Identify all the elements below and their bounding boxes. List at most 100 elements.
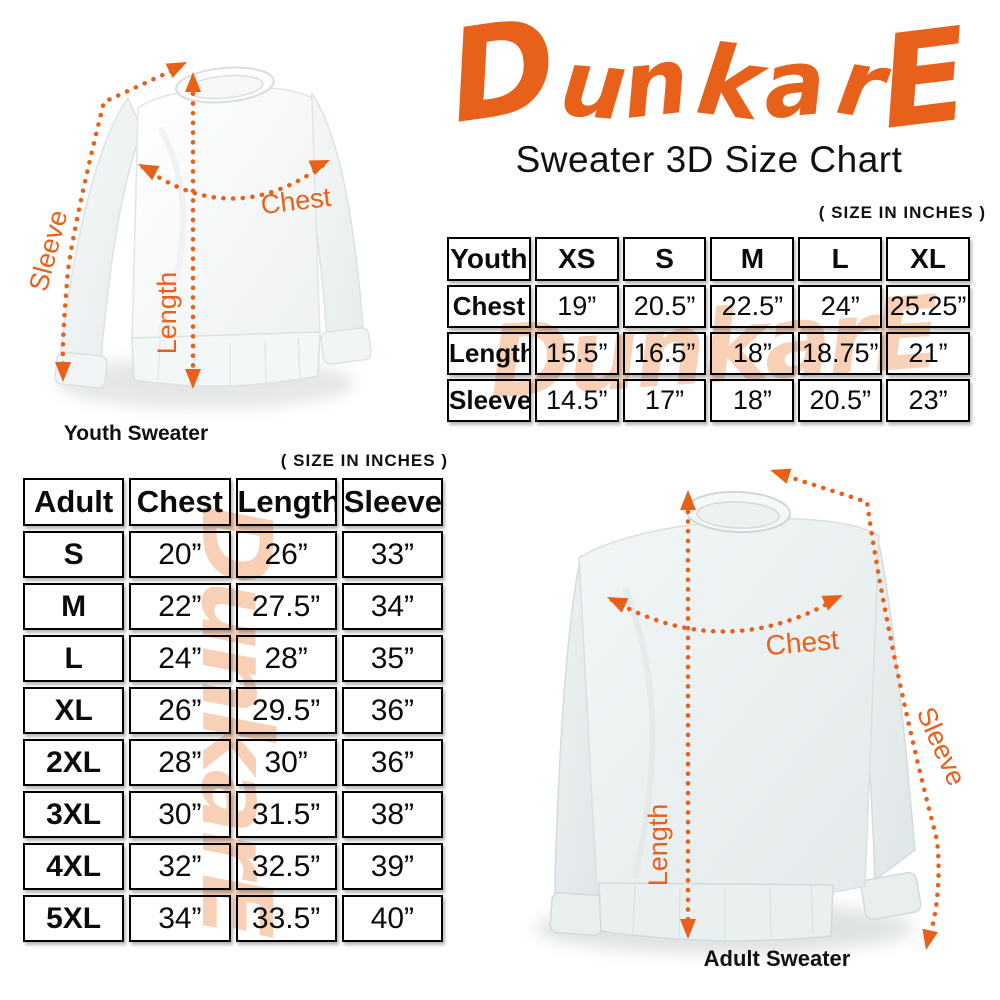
logo-letter: E xyxy=(872,2,977,159)
table-row: M 22” 27.5” 34” xyxy=(23,583,443,630)
table-cell: 32” xyxy=(129,843,231,890)
table-cell: 18” xyxy=(710,379,795,422)
table-cell: 18.75” xyxy=(798,332,883,375)
youth-arrowheads xyxy=(55,62,330,389)
adult-arrowheads xyxy=(607,468,938,950)
row-label-cell: 5XL xyxy=(23,895,125,942)
adult-chest-line xyxy=(609,595,841,634)
table-row: Sleeve 14.5” 17” 18” 20.5” 23” xyxy=(447,379,970,422)
youth-length-label: Length xyxy=(152,272,182,355)
table-cell: 36” xyxy=(341,687,443,734)
header-cell: S xyxy=(622,237,707,281)
table-cell: 26” xyxy=(235,531,337,578)
table-header-row: Adult Chest Length Sleeve xyxy=(23,478,443,526)
adult-chest-label: Chest xyxy=(764,624,840,661)
table-cell: 29.5” xyxy=(235,687,337,734)
row-label-cell: 3XL xyxy=(23,791,125,838)
header-cell: XL xyxy=(886,237,970,281)
logo-letter: u xyxy=(556,29,631,141)
header-cell: XS xyxy=(534,237,619,281)
arrowhead-icon xyxy=(185,369,201,389)
logo-letter: n xyxy=(617,27,693,140)
table-cell: 36” xyxy=(341,739,443,786)
header-cell: Adult xyxy=(23,478,125,526)
table-row: 4XL 32” 32.5” 39” xyxy=(23,843,443,890)
adult-left-cuff xyxy=(549,892,605,936)
youth-body-fold xyxy=(157,126,187,335)
header-cell: Sleeve xyxy=(341,478,443,526)
table-cell: 38” xyxy=(341,791,443,838)
table-cell: 23” xyxy=(886,379,970,422)
dunkare-logo: D u n k a r E xyxy=(440,2,977,159)
arrowhead-icon xyxy=(680,490,696,510)
arrowhead-icon xyxy=(821,595,843,611)
table-header-row: Youth XS S M L XL xyxy=(447,237,970,281)
adult-units-note: ( SIZE IN INCHES ) xyxy=(280,451,448,470)
row-label-cell: 2XL xyxy=(23,739,125,786)
table-cell: 24” xyxy=(129,635,231,682)
youth-waistband xyxy=(131,331,321,387)
table-cell: 22” xyxy=(129,583,231,630)
adult-body xyxy=(578,517,880,905)
table-cell: 26” xyxy=(129,687,231,734)
table-cell: 21” xyxy=(886,332,970,375)
youth-left-sleeve xyxy=(59,96,143,373)
adult-sleeve-label: Sleeve xyxy=(911,703,972,791)
table-cell: 17” xyxy=(622,379,707,422)
row-label-cell: M xyxy=(23,583,125,630)
table-cell: 25.25” xyxy=(886,285,970,328)
header-cell: Length xyxy=(235,478,337,526)
adult-sweater-illustration xyxy=(549,490,922,942)
row-label-cell: Sleeve xyxy=(447,379,531,422)
table-cell: 18” xyxy=(710,332,795,375)
adult-collar-inner xyxy=(696,501,780,529)
table-cell: 33.5” xyxy=(235,895,337,942)
row-label-cell: L xyxy=(23,635,125,682)
adult-measure-lines xyxy=(609,470,941,941)
arrowhead-icon xyxy=(680,919,696,939)
row-label-cell: Chest xyxy=(447,285,531,328)
table-cell: 32.5” xyxy=(235,843,337,890)
youth-sweater-diagram: Chest Length Sleeve xyxy=(23,62,372,409)
table-cell: 33” xyxy=(341,531,443,578)
adult-sleeve-line xyxy=(774,470,941,941)
table-cell: 15.5” xyxy=(534,332,619,375)
table-cell: 16.5” xyxy=(622,332,707,375)
arrowhead-icon xyxy=(165,62,187,78)
table-cell: 28” xyxy=(129,739,231,786)
table-row: 3XL 30” 31.5” 38” xyxy=(23,791,443,838)
table-cell: 30” xyxy=(235,739,337,786)
youth-units-note: ( SIZE IN INCHES ) xyxy=(818,203,986,222)
table-cell: 24” xyxy=(798,285,883,328)
adult-sweater-caption: Adult Sweater xyxy=(703,946,851,971)
adult-body-fold xyxy=(622,586,656,879)
youth-sweater-caption: Youth Sweater xyxy=(63,422,209,445)
table-cell: 30” xyxy=(129,791,231,838)
arrowhead-icon xyxy=(922,928,938,950)
adult-sweater-diagram: Chest Length Sleeve xyxy=(535,468,972,954)
youth-waistband-ribs xyxy=(157,336,301,385)
row-label-cell: S xyxy=(23,531,125,578)
table-cell: 20” xyxy=(129,531,231,578)
youth-size-table: Youth XS S M L XL Chest 19” 20.5” 22.5” … xyxy=(443,233,974,426)
youth-sleeve-label: Sleeve xyxy=(23,207,73,295)
table-cell: 22.5” xyxy=(710,285,795,328)
arrowhead-icon xyxy=(770,468,792,484)
arrowhead-icon xyxy=(138,164,160,181)
logo-letter: a xyxy=(759,28,830,140)
table-cell: 28” xyxy=(235,635,337,682)
youth-sweater-illustration xyxy=(54,66,372,389)
youth-chest-line xyxy=(140,160,329,201)
table-cell: 34” xyxy=(129,895,231,942)
page-title: Sweater 3D Size Chart xyxy=(515,139,903,180)
table-row: S 20” 26” 33” xyxy=(23,531,443,578)
table-cell: 20.5” xyxy=(622,285,707,328)
table-row: Chest 19” 20.5” 22.5” 24” 25.25” xyxy=(447,285,970,328)
row-label-cell: 4XL xyxy=(23,843,125,890)
header-cell: M xyxy=(710,237,795,281)
header-cell: Youth xyxy=(447,237,531,281)
table-cell: 31.5” xyxy=(235,791,337,838)
arrowhead-icon xyxy=(308,160,330,176)
logo-letter: D xyxy=(440,2,566,153)
